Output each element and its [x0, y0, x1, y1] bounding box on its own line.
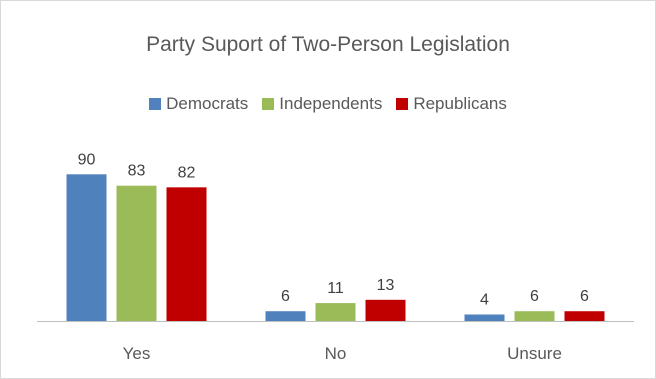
legend-label: Republicans [413, 94, 507, 113]
data-label: 4 [480, 291, 489, 308]
data-label: 82 [178, 164, 196, 181]
chart-title: Party Suport of Two-Person Legislation [146, 33, 510, 56]
bar-yes-independents [116, 185, 157, 321]
data-label: 6 [530, 288, 539, 305]
data-label: 90 [78, 151, 96, 168]
legend: Democrats Independents Republicans [0, 94, 656, 114]
data-label: 13 [377, 277, 395, 294]
bar-unsure-republicans [564, 311, 605, 321]
data-label: 6 [281, 288, 290, 305]
data-label: 6 [580, 288, 589, 305]
bar-yes-democrats [66, 174, 107, 321]
legend-swatch [262, 98, 275, 110]
legend-item-democrats: Democrats [149, 94, 248, 114]
legend-item-republicans: Republicans [396, 94, 507, 114]
bar-unsure-independents [514, 311, 555, 321]
x-tick-label: No [325, 344, 347, 363]
legend-item-independents: Independents [262, 94, 382, 114]
legend-swatch [149, 98, 162, 110]
legend-label: Democrats [166, 94, 249, 113]
legend-swatch [396, 98, 409, 110]
bar-no-democrats [265, 311, 306, 321]
data-label: 83 [128, 163, 146, 180]
legend-label: Independents [279, 94, 383, 113]
bar-no-republicans [365, 299, 406, 321]
data-label: 11 [327, 280, 344, 297]
bar-unsure-democrats [464, 314, 505, 321]
bar-yes-republicans [166, 187, 207, 321]
x-tick-label: Yes [123, 344, 151, 363]
x-tick-label: Unsure [507, 344, 562, 363]
bar-no-independents [315, 303, 356, 321]
